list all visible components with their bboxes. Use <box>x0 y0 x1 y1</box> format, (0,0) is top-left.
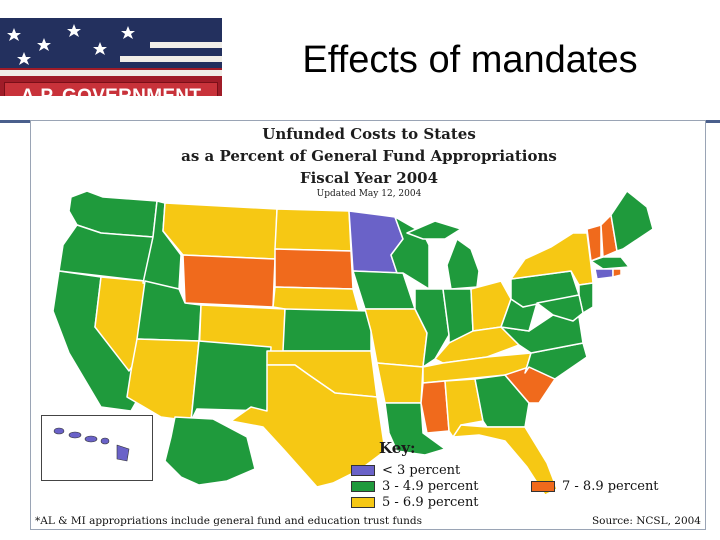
legend-label: 5 - 6.9 percent <box>382 495 479 510</box>
state-south-dakota <box>274 248 354 290</box>
legend-label: 3 - 4.9 percent <box>382 479 479 494</box>
state-north-dakota <box>274 208 352 252</box>
state-michigan-upper <box>406 220 462 240</box>
state-hawaii <box>53 427 130 462</box>
legend-swatch <box>351 481 375 492</box>
state-map <box>52 190 654 496</box>
state-missouri <box>364 308 428 368</box>
state-texas <box>230 364 386 488</box>
state-rhode-island <box>612 268 622 278</box>
banner-label: A.P. GOVERNMENT <box>4 82 218 96</box>
state-arkansas <box>376 362 424 404</box>
state-south-carolina <box>504 366 556 404</box>
state-florida <box>452 424 558 496</box>
state-iowa <box>352 270 416 310</box>
us-mandate-cost-map: Unfunded Costs to States as a Percent of… <box>30 120 706 530</box>
state-virginia <box>500 314 584 354</box>
legend-title: Key: <box>379 439 416 457</box>
legend-label: < 3 percent <box>382 463 461 478</box>
state-wyoming <box>182 254 276 308</box>
legend-swatch <box>351 497 375 508</box>
map-title-line-1: Unfunded Costs to States <box>262 125 476 143</box>
state-mississippi <box>420 380 450 434</box>
state-kansas <box>282 308 372 352</box>
state-maine <box>610 190 654 252</box>
hawaii-inset-frame <box>41 415 153 481</box>
slide-title: Effects of mandates <box>302 39 638 81</box>
map-source: Source: NCSL, 2004 <box>591 515 701 527</box>
state-alaska <box>164 416 256 486</box>
map-title-line-2: as a Percent of General Fund Appropriati… <box>181 147 557 165</box>
state-maryland-delaware <box>536 294 584 322</box>
map-footnote: *AL & MI appropriations include general … <box>35 515 422 527</box>
legend-swatch <box>531 481 555 492</box>
map-updated-note: Updated May 12, 2004 <box>316 189 422 199</box>
state-arizona <box>126 338 200 422</box>
state-montana <box>162 202 278 260</box>
star-icons <box>7 24 135 65</box>
state-massachusetts <box>590 256 630 270</box>
ap-government-banner: A.P. GOVERNMENT <box>0 18 222 96</box>
map-title-line-3: Fiscal Year 2004 <box>299 169 439 187</box>
legend-label: 7 - 8.9 percent <box>562 479 659 494</box>
state-connecticut <box>594 268 614 280</box>
state-new-jersey <box>578 282 594 314</box>
legend-swatch <box>351 465 375 476</box>
state-new-mexico <box>190 340 272 422</box>
state-michigan-lower <box>446 238 480 290</box>
